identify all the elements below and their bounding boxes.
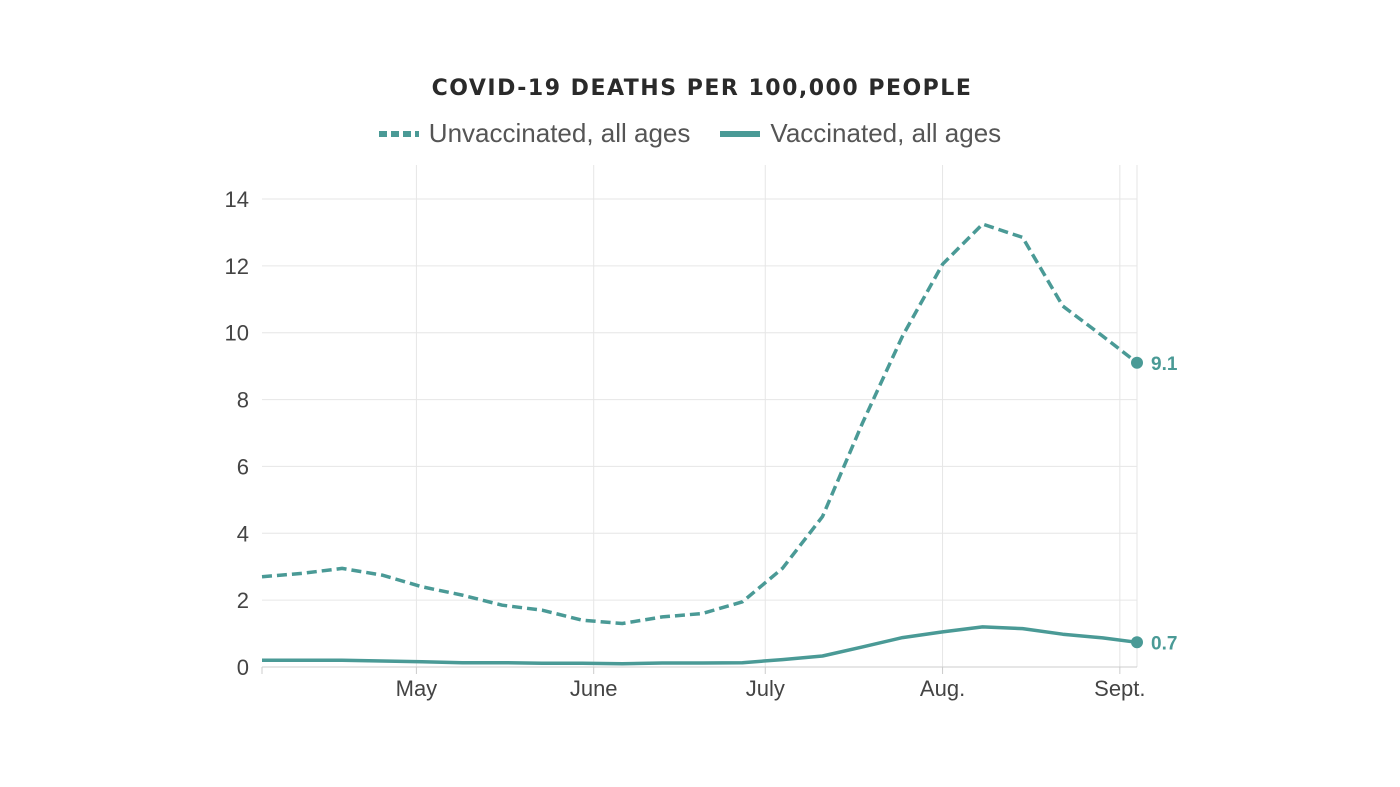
chart-title: COVID-19 DEATHS PER 100,000 PEOPLE — [431, 76, 973, 101]
legend-label-unvaccinated: Unvaccinated, all ages — [428, 118, 691, 148]
series-end-point — [1131, 636, 1143, 649]
chart-legend: Unvaccinated, all ages Vaccinated, all a… — [0, 118, 1380, 149]
legend-swatch-solid — [720, 130, 761, 137]
y-tick-label: 6 — [237, 454, 249, 479]
axis-layer: 0 2 4 6 8 10 12 14 May June July Aug. Sept. — [225, 187, 1146, 701]
series-end-point — [1131, 356, 1143, 369]
legend-item-vaccinated: Vaccinated, all ages — [720, 118, 1001, 149]
y-tick-label: 0 — [237, 655, 249, 680]
legend-item-unvaccinated: Unvaccinated, all ages — [378, 118, 691, 149]
series-end-label: 9.1 — [1151, 354, 1178, 375]
label-layer: 9.1 0.7 — [1151, 354, 1178, 654]
y-tick-label: 14 — [225, 187, 249, 212]
x-tick-label: Aug. — [920, 676, 965, 701]
x-tick-label: Sept. — [1094, 676, 1145, 701]
series-line-vaccinated — [262, 625, 1138, 666]
series-layer — [261, 222, 1143, 666]
series-line-unvaccinated — [261, 222, 1139, 626]
y-tick-label: 10 — [225, 321, 249, 346]
y-tick-label: 2 — [237, 588, 249, 613]
legend-label-vaccinated: Vaccinated, all ages — [770, 118, 1002, 148]
y-tick-label: 8 — [237, 388, 249, 413]
legend-swatch-dashed — [378, 130, 419, 137]
x-tick-label: July — [746, 676, 785, 701]
x-tick-label: June — [570, 676, 618, 701]
y-tick-label: 12 — [225, 254, 249, 279]
y-tick-label: 4 — [237, 521, 249, 546]
series-end-label: 0.7 — [1151, 633, 1177, 654]
x-tick-label: May — [396, 676, 438, 701]
grid-layer — [262, 165, 1138, 667]
